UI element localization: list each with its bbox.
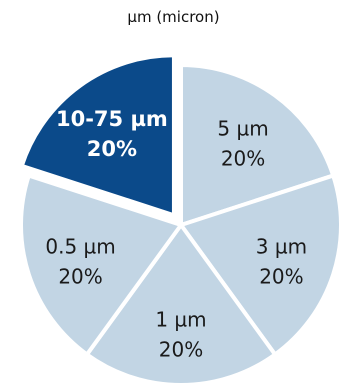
chart-title: µm (micron) — [127, 8, 220, 26]
slice-percent-3: 20% — [58, 265, 102, 289]
slice-label-4: 10-75 µm — [56, 107, 168, 131]
pie-slice-0 — [179, 63, 336, 227]
slice-percent-0: 20% — [221, 147, 265, 171]
slice-percent-2: 20% — [159, 338, 203, 362]
slice-percent-1: 20% — [259, 265, 303, 289]
slice-label-3: 0.5 µm — [45, 235, 115, 259]
pie-slice-3 — [19, 173, 183, 357]
pie-slice-2 — [84, 223, 278, 387]
slice-label-2: 1 µm — [155, 308, 206, 332]
slice-label-0: 5 µm — [217, 117, 268, 141]
pie-slice-4 — [19, 53, 176, 218]
pie-slice-1 — [179, 173, 343, 357]
pie-slices — [19, 53, 343, 387]
slice-label-1: 3 µm — [256, 235, 307, 259]
slice-percent-4: 20% — [87, 137, 137, 161]
pie-labels: 5 µm 20% 3 µm 20% 1 µm 20% 0.5 µm 20% 10-75 µm 20… — [45, 107, 307, 362]
